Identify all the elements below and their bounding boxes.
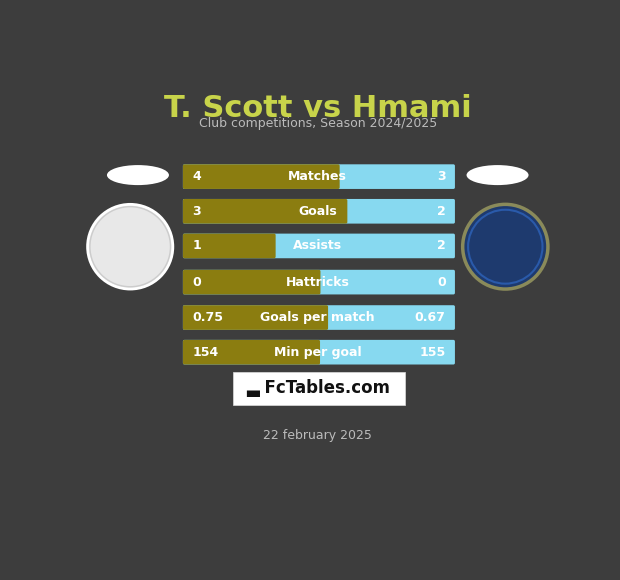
Text: 154: 154: [192, 346, 218, 358]
Text: 2: 2: [437, 240, 446, 252]
FancyBboxPatch shape: [183, 234, 276, 258]
FancyBboxPatch shape: [183, 270, 321, 295]
Text: Matches: Matches: [288, 170, 347, 183]
Text: 155: 155: [419, 346, 446, 358]
Ellipse shape: [107, 165, 169, 185]
Text: ▃ FcTables.com: ▃ FcTables.com: [246, 379, 390, 397]
FancyBboxPatch shape: [183, 199, 347, 224]
Text: Min per goal: Min per goal: [274, 346, 361, 358]
FancyBboxPatch shape: [183, 270, 455, 295]
Text: 0: 0: [437, 276, 446, 289]
Ellipse shape: [467, 165, 528, 185]
Text: T. Scott vs Hmami: T. Scott vs Hmami: [164, 94, 472, 123]
FancyBboxPatch shape: [183, 305, 328, 330]
Text: 0.67: 0.67: [415, 311, 446, 324]
FancyBboxPatch shape: [183, 164, 455, 189]
Text: 2: 2: [437, 205, 446, 218]
FancyBboxPatch shape: [183, 164, 340, 189]
Circle shape: [463, 204, 548, 289]
Text: Assists: Assists: [293, 240, 342, 252]
Text: 3: 3: [437, 170, 446, 183]
FancyBboxPatch shape: [183, 340, 320, 364]
Text: Goals per match: Goals per match: [260, 311, 375, 324]
Text: 3: 3: [192, 205, 201, 218]
Text: 0.75: 0.75: [192, 311, 223, 324]
Text: Goals: Goals: [298, 205, 337, 218]
Text: 22 february 2025: 22 february 2025: [264, 429, 372, 442]
Text: 4: 4: [192, 170, 201, 183]
Circle shape: [87, 204, 173, 289]
FancyBboxPatch shape: [232, 372, 404, 405]
Text: Hattricks: Hattricks: [286, 276, 350, 289]
FancyBboxPatch shape: [183, 305, 455, 330]
Text: 0: 0: [192, 276, 201, 289]
FancyBboxPatch shape: [183, 234, 455, 258]
Text: Club competitions, Season 2024/2025: Club competitions, Season 2024/2025: [198, 117, 437, 130]
FancyBboxPatch shape: [183, 199, 455, 224]
FancyBboxPatch shape: [183, 340, 455, 364]
Text: 1: 1: [192, 240, 201, 252]
